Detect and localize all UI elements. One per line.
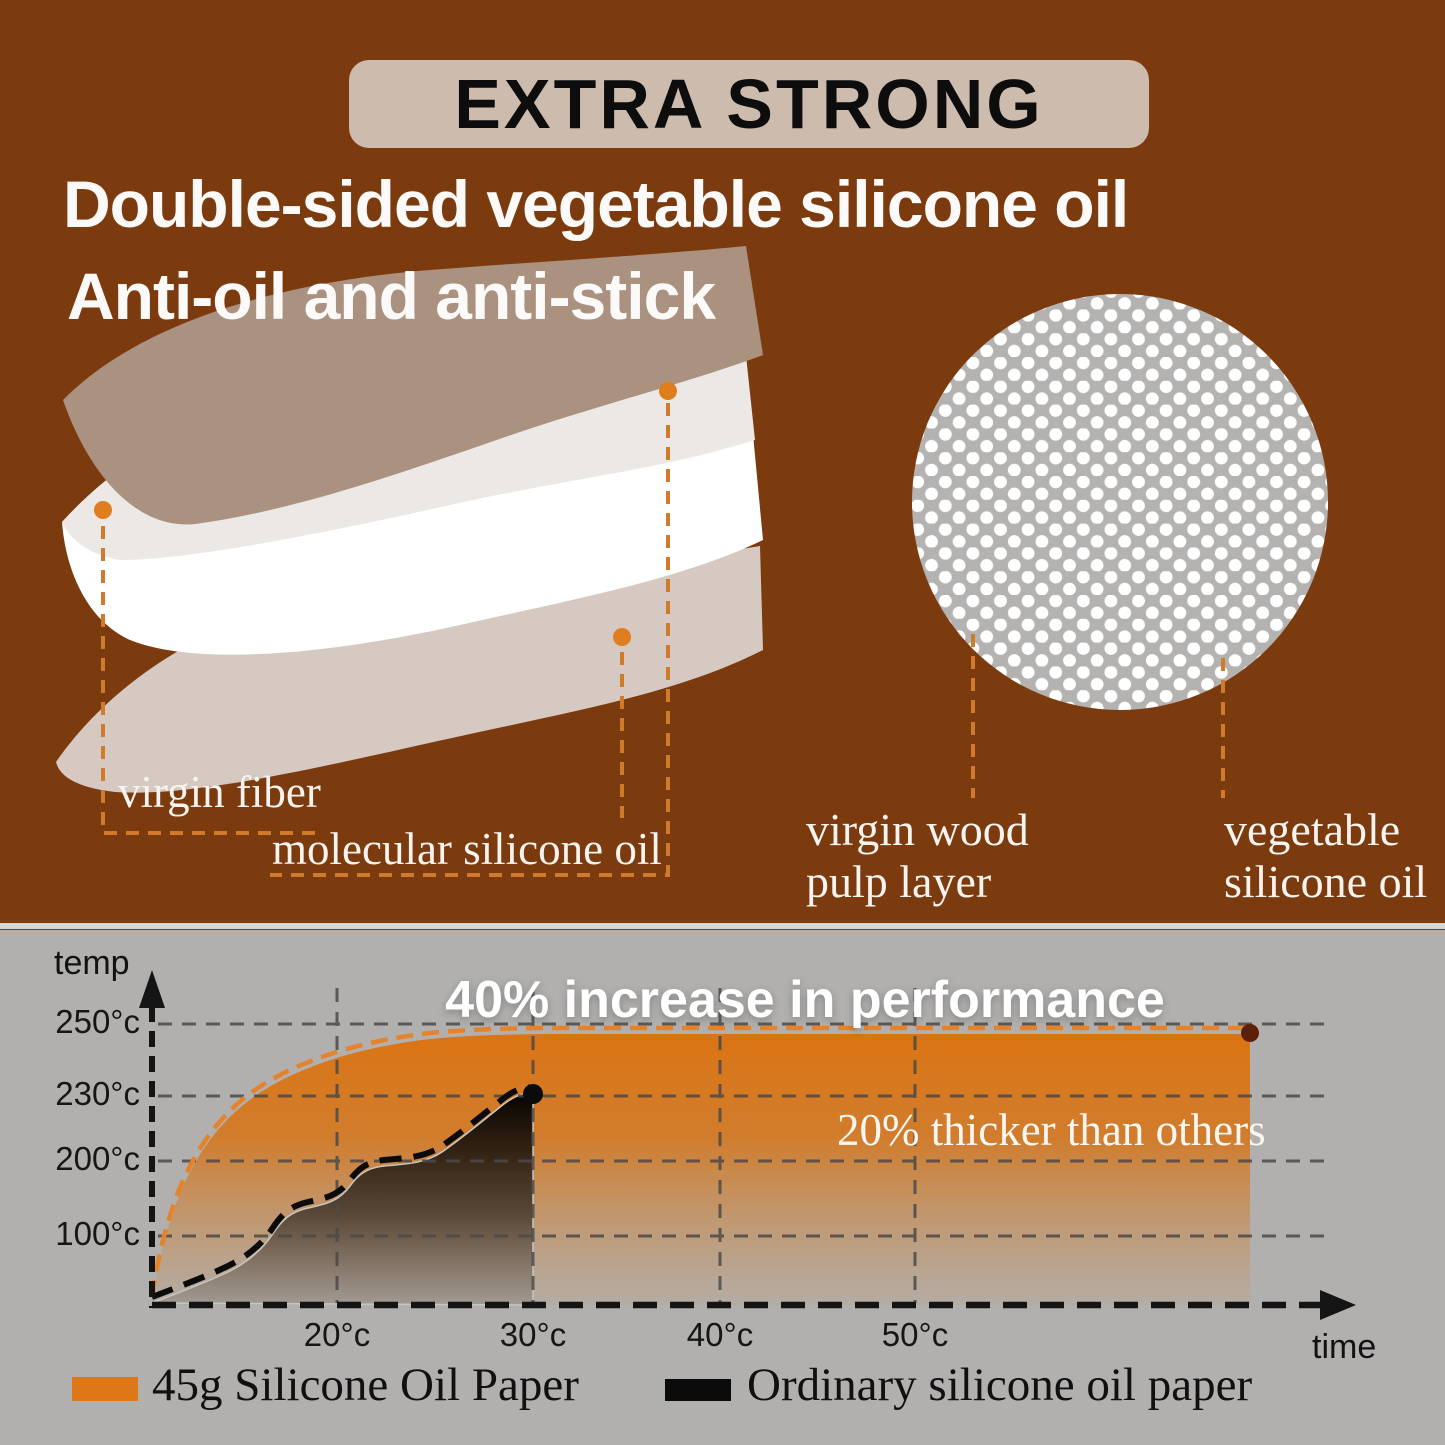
y-tick-250: 250°c	[55, 1003, 140, 1040]
legend-swatch-45g	[72, 1377, 138, 1401]
area-ordinary-paper	[151, 1092, 534, 1306]
y-axis-title: temp	[54, 944, 130, 982]
y-tick-200: 200°c	[55, 1140, 140, 1177]
marker-dot-top-oil	[659, 382, 677, 400]
chart-headline: 40% increase in performance	[445, 971, 1165, 1029]
magnifier-circle	[912, 294, 1328, 710]
connector-virgin-fiber	[101, 526, 322, 835]
label-vegetable-silicone-oil: vegetable silicone oil	[1224, 804, 1427, 908]
label-virgin-wood-line1: virgin wood	[806, 804, 1029, 855]
subtitle-line2: Anti-oil and anti-stick	[67, 259, 716, 333]
x-axis-title: time	[1312, 1328, 1377, 1366]
sheet-bottom-layer	[56, 546, 763, 793]
edge-45g-paper	[149, 1025, 1250, 1298]
x-tick-40: 40°c	[686, 1316, 754, 1353]
connector-molecular-oil-top	[270, 403, 670, 877]
y-tick-100: 100°c	[55, 1215, 140, 1252]
legend-label-ordinary: Ordinary silicone oil paper	[747, 1359, 1253, 1411]
endpoint-dot-45g	[1241, 1024, 1259, 1042]
x-tick-30: 30°c	[499, 1316, 567, 1353]
subtitle-line1: Double-sided vegetable silicone oil	[63, 167, 1129, 241]
legend-label-45g: 45g Silicone Oil Paper	[152, 1359, 579, 1411]
label-virgin-wood-pulp: virgin wood pulp layer	[806, 804, 1029, 908]
x-tick-20: 20°c	[303, 1316, 371, 1353]
marker-dot-bottom-oil	[613, 628, 631, 646]
chart-annotation: 20% thicker than others	[837, 1105, 1266, 1155]
x-axis-arrow	[1320, 1290, 1356, 1320]
legend-swatch-ordinary	[665, 1379, 731, 1401]
marker-dot-virgin-fiber	[94, 501, 112, 519]
badge: EXTRA STRONG	[349, 60, 1149, 148]
y-axis-arrow	[139, 970, 165, 1008]
section-separator	[0, 923, 1445, 929]
badge-text: EXTRA STRONG	[454, 65, 1044, 143]
label-virgin-wood-line2: pulp layer	[806, 856, 992, 907]
x-tick-50: 50°c	[881, 1316, 949, 1353]
sheet-top-layer	[63, 246, 763, 525]
label-vegetable-line2: silicone oil	[1224, 856, 1428, 907]
label-virgin-fiber: virgin fiber	[118, 767, 321, 817]
y-tick-230: 230°c	[55, 1075, 140, 1112]
endpoint-dot-ordinary	[523, 1084, 543, 1104]
label-vegetable-line1: vegetable	[1224, 804, 1401, 855]
label-molecular-silicone-oil: molecular silicone oil	[272, 824, 662, 874]
edge-ordinary-paper	[150, 1084, 534, 1300]
